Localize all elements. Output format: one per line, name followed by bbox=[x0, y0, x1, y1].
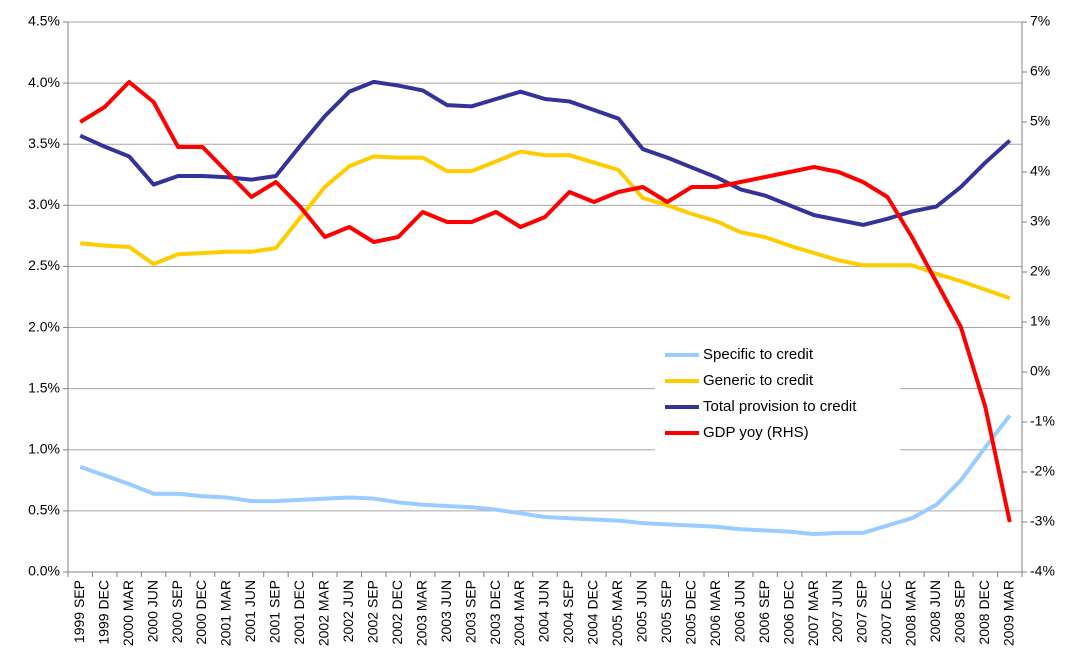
x-tick-label: 2003 JUN bbox=[438, 580, 454, 642]
y-tick-label: 1.0% bbox=[28, 440, 60, 456]
y2-tick-label: 2% bbox=[1030, 263, 1050, 279]
x-tick-label: 2001 MAR bbox=[218, 580, 234, 646]
y2-tick-label: -2% bbox=[1030, 463, 1055, 479]
x-tick-label: 2004 DEC bbox=[585, 580, 601, 645]
x-tick-label: 2002 DEC bbox=[389, 580, 405, 645]
x-tick-label: 2000 MAR bbox=[120, 580, 136, 646]
y-tick-label: 2.0% bbox=[28, 318, 60, 334]
y-tick-label: 0.0% bbox=[28, 563, 60, 579]
y2-tick-label: 1% bbox=[1030, 313, 1050, 329]
x-tick-label: 2006 SEP bbox=[756, 580, 772, 643]
x-tick-label: 2007 SEP bbox=[854, 580, 870, 643]
x-tick-label: 2005 MAR bbox=[609, 580, 625, 646]
y2-tick-label: 7% bbox=[1030, 13, 1050, 29]
y2-tick-label: 6% bbox=[1030, 63, 1050, 79]
x-tick-label: 2002 MAR bbox=[316, 580, 332, 646]
x-tick-label: 2007 JUN bbox=[829, 580, 845, 642]
x-tick-label: 2006 JUN bbox=[731, 580, 747, 642]
x-tick-label: 2007 MAR bbox=[805, 580, 821, 646]
x-tick-label: 2003 MAR bbox=[413, 580, 429, 646]
x-tick-label: 2000 JUN bbox=[144, 580, 160, 642]
y-tick-label: 3.5% bbox=[28, 135, 60, 151]
x-tick-label: 2008 DEC bbox=[976, 580, 992, 645]
legend-label: Specific to credit bbox=[703, 346, 814, 363]
x-tick-label: 2005 SEP bbox=[658, 580, 674, 643]
y-tick-label: 4.5% bbox=[28, 13, 60, 29]
y-tick-label: 3.0% bbox=[28, 196, 60, 212]
x-tick-label: 2001 DEC bbox=[291, 580, 307, 645]
x-tick-label: 2006 MAR bbox=[707, 580, 723, 646]
x-tick-label: 2006 DEC bbox=[780, 580, 796, 645]
x-tick-label: 2000 DEC bbox=[193, 580, 209, 645]
series-line bbox=[79, 414, 1012, 537]
x-tick-label: 1999 SEP bbox=[71, 580, 87, 643]
x-tick-label: 2000 SEP bbox=[169, 580, 185, 643]
legend-label: Total provision to credit bbox=[703, 398, 857, 415]
y2-tick-label: 3% bbox=[1030, 213, 1050, 229]
y2-tick-label: -3% bbox=[1030, 513, 1055, 529]
x-tick-label: 2007 DEC bbox=[878, 580, 894, 645]
x-tick-label: 2002 JUN bbox=[340, 580, 356, 642]
y2-tick-label: -1% bbox=[1030, 413, 1055, 429]
series-line bbox=[79, 80, 1012, 523]
x-tick-label: 2001 JUN bbox=[242, 580, 258, 642]
x-tick-label: 2005 JUN bbox=[634, 580, 650, 642]
x-tick-label: 2001 SEP bbox=[267, 580, 283, 643]
x-tick-label: 2005 DEC bbox=[682, 580, 698, 645]
legend-label: Generic to credit bbox=[703, 372, 814, 389]
legend-label: GDP yoy (RHS) bbox=[703, 424, 809, 441]
x-tick-label: 2008 SEP bbox=[952, 580, 968, 643]
x-tick-label: 2008 MAR bbox=[903, 580, 919, 646]
y-tick-label: 2.5% bbox=[28, 257, 60, 273]
y2-tick-label: 5% bbox=[1030, 113, 1050, 129]
x-tick-label: 1999 DEC bbox=[95, 580, 111, 645]
x-tick-label: 2009 MAR bbox=[1000, 580, 1016, 646]
series-line bbox=[80, 149, 1011, 301]
y2-tick-label: 0% bbox=[1030, 363, 1050, 379]
x-tick-label: 2003 SEP bbox=[462, 580, 478, 643]
y2-tick-label: -4% bbox=[1030, 563, 1055, 579]
x-tick-label: 2004 SEP bbox=[560, 580, 576, 643]
x-tick-label: 2003 DEC bbox=[487, 580, 503, 645]
y-tick-label: 1.5% bbox=[28, 379, 60, 395]
y-tick-label: 0.5% bbox=[28, 502, 60, 518]
y2-tick-label: 4% bbox=[1030, 163, 1050, 179]
x-tick-label: 2008 JUN bbox=[927, 580, 943, 642]
x-tick-label: 2004 JUN bbox=[536, 580, 552, 642]
x-tick-label: 2002 SEP bbox=[364, 580, 380, 643]
x-tick-label: 2004 MAR bbox=[511, 580, 527, 646]
y-tick-label: 4.0% bbox=[28, 74, 60, 90]
